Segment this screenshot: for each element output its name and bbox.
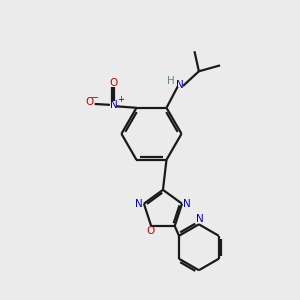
Text: N: N: [176, 80, 184, 90]
Text: N: N: [196, 214, 204, 224]
Text: H: H: [167, 76, 175, 86]
Text: N: N: [135, 199, 142, 209]
Text: O: O: [110, 78, 118, 88]
Text: N: N: [183, 199, 191, 209]
Text: −: −: [92, 93, 100, 103]
Text: N: N: [110, 100, 118, 110]
Text: O: O: [85, 98, 93, 107]
Text: +: +: [117, 95, 124, 104]
Text: O: O: [146, 226, 154, 236]
